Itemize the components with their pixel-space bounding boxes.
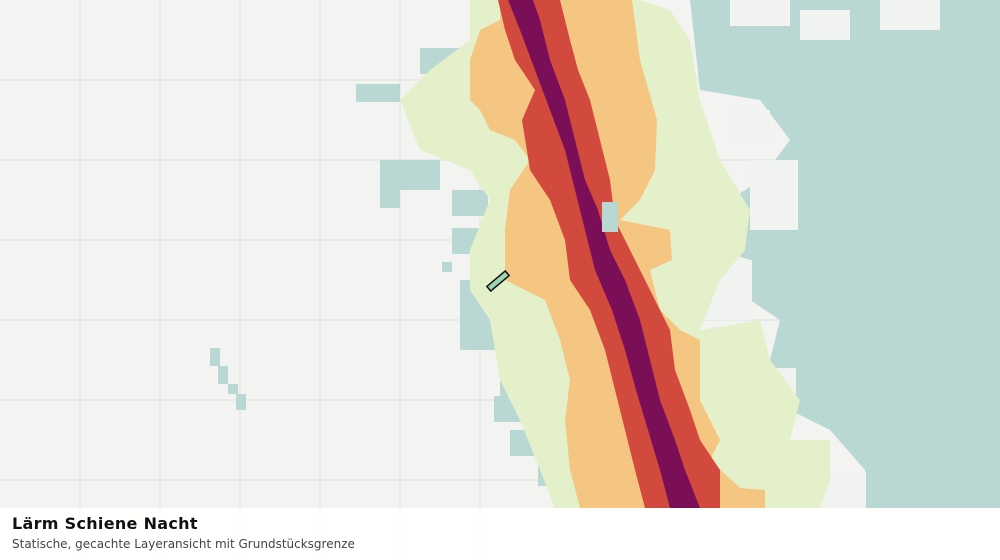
noise-patch xyxy=(602,202,618,232)
layer-subtitle: Statische, gecachte Layeransicht mit Gru… xyxy=(12,537,355,551)
parcel-boundary xyxy=(485,269,511,293)
noise-zone-extreme xyxy=(508,0,700,508)
caption: Lärm Schiene Nacht Statische, gecachte L… xyxy=(0,508,1000,560)
layer-title: Lärm Schiene Nacht xyxy=(12,514,198,533)
noise-zone-low xyxy=(690,0,1000,508)
